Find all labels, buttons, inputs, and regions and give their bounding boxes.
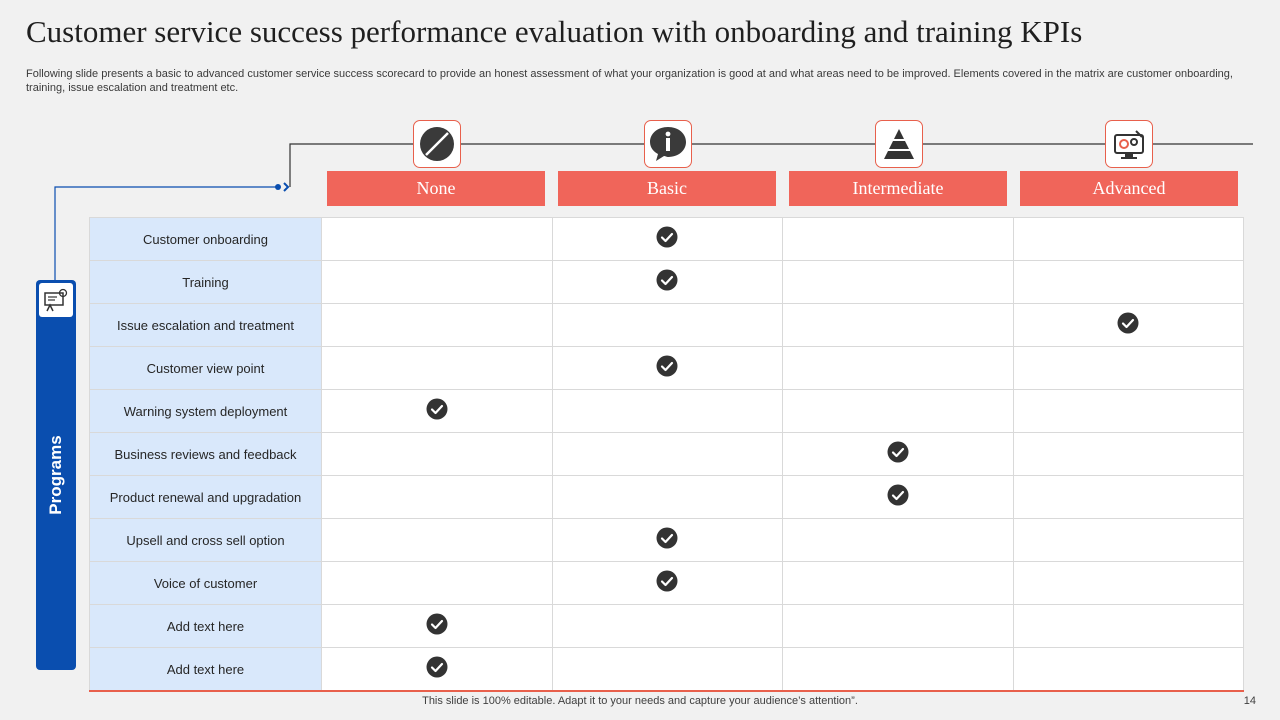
page-number: 14 xyxy=(1243,695,1256,707)
column-header-none: None xyxy=(327,171,545,206)
column-header-intermediate: Intermediate xyxy=(789,171,1007,206)
cell-intermediate xyxy=(782,303,1014,347)
cell-intermediate xyxy=(782,432,1014,476)
row-label: Issue escalation and treatment xyxy=(89,303,322,347)
cell-intermediate xyxy=(782,217,1014,261)
row-label: Upsell and cross sell option xyxy=(89,518,322,562)
cell-basic xyxy=(551,389,783,433)
cell-basic xyxy=(551,432,783,476)
cell-advanced xyxy=(1012,217,1244,261)
footer-note: This slide is 100% editable. Adapt it to… xyxy=(422,695,858,707)
cell-advanced xyxy=(1012,561,1244,605)
cell-intermediate xyxy=(782,604,1014,648)
cell-basic xyxy=(551,217,783,261)
cell-intermediate xyxy=(782,475,1014,519)
programs-bar xyxy=(36,280,76,670)
checkmark-icon xyxy=(1117,312,1139,334)
cell-advanced xyxy=(1012,647,1244,692)
cell-none xyxy=(321,647,553,692)
table-row: Customer onboarding xyxy=(89,217,1244,261)
cell-basic xyxy=(551,303,783,347)
cell-basic xyxy=(551,346,783,390)
checkmark-icon xyxy=(426,613,448,635)
cell-advanced xyxy=(1012,389,1244,433)
cell-intermediate xyxy=(782,647,1014,692)
column-header-basic: Basic xyxy=(558,171,776,206)
cell-intermediate xyxy=(782,260,1014,304)
programs-label: Programs xyxy=(46,435,65,515)
cell-advanced xyxy=(1012,432,1244,476)
cell-none xyxy=(321,518,553,562)
cell-basic xyxy=(551,604,783,648)
cell-advanced xyxy=(1012,475,1244,519)
checkmark-icon xyxy=(426,656,448,678)
prohibited-icon xyxy=(413,120,461,168)
table-row: Product renewal and upgradation xyxy=(89,475,1244,519)
cell-basic xyxy=(551,518,783,562)
cell-advanced xyxy=(1012,260,1244,304)
monitor-gears-icon xyxy=(1105,120,1153,168)
cell-intermediate xyxy=(782,518,1014,562)
pyramid-icon xyxy=(875,120,923,168)
cell-intermediate xyxy=(782,389,1014,433)
kpi-matrix: Customer onboarding Training Issue escalat… xyxy=(89,217,1244,692)
checkmark-icon xyxy=(656,269,678,291)
table-row: Customer view point xyxy=(89,346,1244,390)
table-row: Add text here xyxy=(89,604,1244,648)
cell-none xyxy=(321,260,553,304)
presentation-gears-icon xyxy=(39,283,73,317)
info-speech-bubble-icon xyxy=(644,120,692,168)
row-label: Add text here xyxy=(89,604,322,648)
checkmark-icon xyxy=(656,226,678,248)
row-label: Product renewal and upgradation xyxy=(89,475,322,519)
cell-none xyxy=(321,432,553,476)
table-row: Issue escalation and treatment xyxy=(89,303,1244,347)
table-row: Voice of customer xyxy=(89,561,1244,605)
checkmark-icon xyxy=(656,527,678,549)
cell-none xyxy=(321,346,553,390)
cell-none xyxy=(321,561,553,605)
table-row: Business reviews and feedback xyxy=(89,432,1244,476)
row-label: Customer onboarding xyxy=(89,217,322,261)
cell-basic xyxy=(551,475,783,519)
cell-basic xyxy=(551,647,783,692)
checkmark-icon xyxy=(656,355,678,377)
cell-none xyxy=(321,217,553,261)
cell-advanced xyxy=(1012,604,1244,648)
cell-advanced xyxy=(1012,303,1244,347)
row-label: Add text here xyxy=(89,647,322,692)
cell-intermediate xyxy=(782,561,1014,605)
cell-basic xyxy=(551,260,783,304)
table-row: Warning system deployment xyxy=(89,389,1244,433)
row-label: Customer view point xyxy=(89,346,322,390)
page-subtitle: Following slide presents a basic to adva… xyxy=(26,68,1233,94)
cell-advanced xyxy=(1012,346,1244,390)
row-label: Warning system deployment xyxy=(89,389,322,433)
checkmark-icon xyxy=(887,484,909,506)
checkmark-icon xyxy=(887,441,909,463)
cell-intermediate xyxy=(782,346,1014,390)
row-label: Business reviews and feedback xyxy=(89,432,322,476)
cell-none xyxy=(321,475,553,519)
column-header-advanced: Advanced xyxy=(1020,171,1238,206)
cell-none xyxy=(321,389,553,433)
cell-advanced xyxy=(1012,518,1244,562)
page-title: Customer service success performance eva… xyxy=(26,14,1083,49)
row-label: Training xyxy=(89,260,322,304)
checkmark-icon xyxy=(656,570,678,592)
table-row: Add text here xyxy=(89,647,1244,692)
table-row: Upsell and cross sell option xyxy=(89,518,1244,562)
cell-none xyxy=(321,303,553,347)
cell-none xyxy=(321,604,553,648)
cell-basic xyxy=(551,561,783,605)
checkmark-icon xyxy=(426,398,448,420)
row-label: Voice of customer xyxy=(89,561,322,605)
table-row: Training xyxy=(89,260,1244,304)
